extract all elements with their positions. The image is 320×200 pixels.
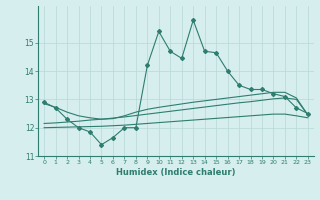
- X-axis label: Humidex (Indice chaleur): Humidex (Indice chaleur): [116, 168, 236, 177]
